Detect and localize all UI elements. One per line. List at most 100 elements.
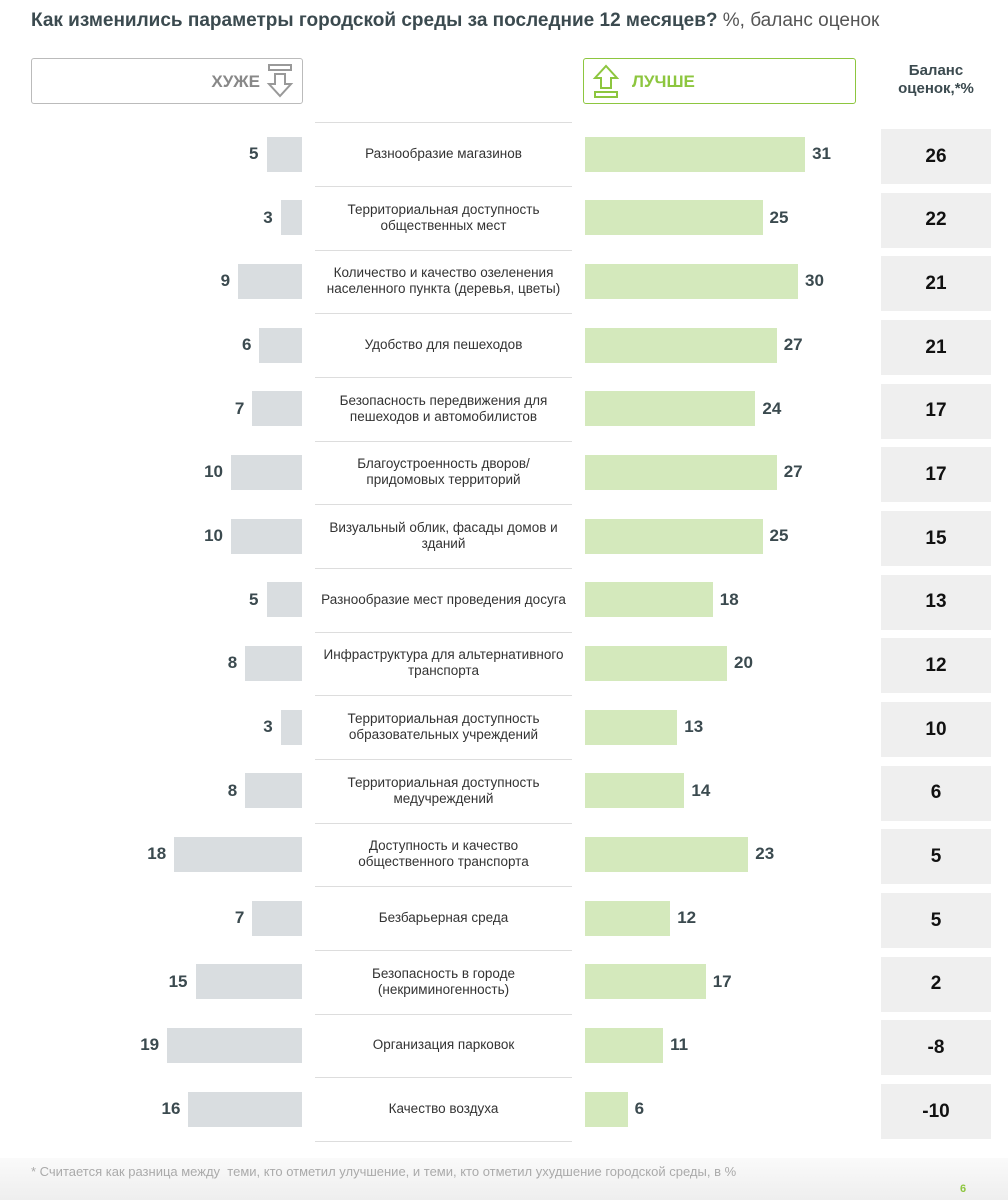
better-bar bbox=[585, 263, 798, 299]
better-bar bbox=[585, 582, 713, 618]
better-bar bbox=[585, 1027, 664, 1063]
worse-value-label: 19 bbox=[140, 1035, 160, 1055]
worse-value-label: 18 bbox=[147, 844, 167, 864]
row-separator bbox=[315, 631, 572, 633]
worse-value-label: 3 bbox=[263, 717, 273, 737]
category-label: Разнообразие мест проведения досуга bbox=[321, 591, 566, 607]
worse-value-label: 7 bbox=[234, 908, 245, 928]
legend-better: ЛУЧШЕ bbox=[632, 72, 695, 91]
worse-bar bbox=[252, 391, 302, 427]
better-value-label: 14 bbox=[691, 780, 711, 800]
title-line: Как изменились параметры городской среды… bbox=[31, 10, 879, 32]
worse-value-label: 9 bbox=[220, 271, 231, 291]
better-value-label: 27 bbox=[783, 462, 803, 482]
better-value-label: 17 bbox=[712, 971, 732, 991]
better-bar bbox=[585, 518, 763, 554]
row-separator bbox=[315, 758, 572, 760]
category-label: Качество воздуха bbox=[388, 1101, 499, 1117]
balance-value: 26 bbox=[881, 129, 991, 184]
better-header: ЛУЧШЕ bbox=[583, 58, 856, 104]
row-separator bbox=[315, 440, 572, 442]
footnote: * Считается как разница между теми, кто … bbox=[31, 1164, 737, 1179]
better-bar bbox=[585, 200, 763, 236]
better-bar bbox=[585, 773, 685, 809]
worse-bar bbox=[231, 454, 302, 490]
better-value-label: 23 bbox=[755, 844, 775, 864]
balance-value: -8 bbox=[881, 1020, 991, 1076]
better-value-label: 20 bbox=[734, 653, 753, 673]
row-separator bbox=[315, 504, 572, 506]
balance-value: 17 bbox=[881, 383, 991, 439]
worse-bar bbox=[167, 1027, 302, 1063]
row-separator bbox=[315, 249, 572, 251]
worse-bar bbox=[252, 900, 302, 936]
better-bar bbox=[585, 1091, 628, 1127]
worse-header: ХУЖЕ bbox=[31, 58, 303, 104]
row-separator bbox=[315, 822, 572, 824]
worse-value-label: 15 bbox=[168, 971, 188, 991]
row-separator bbox=[315, 695, 572, 697]
category-label: Доступность и качество общественного тра… bbox=[358, 838, 529, 870]
worse-bar bbox=[266, 582, 302, 618]
better-value-label: 25 bbox=[769, 526, 789, 546]
better-bar bbox=[585, 964, 706, 1000]
category-label: Безбарьерная среда bbox=[378, 910, 509, 926]
worse-value-label: 8 bbox=[227, 780, 238, 800]
category-label: Благоустроенность дворов/придомовых терр… bbox=[357, 456, 530, 488]
worse-bar bbox=[266, 136, 302, 172]
row-separator bbox=[315, 949, 572, 951]
balance-value: 15 bbox=[881, 511, 991, 567]
row-separator bbox=[315, 567, 572, 569]
category-label: Удобство для пешеходов bbox=[364, 337, 523, 352]
worse-value-label: 6 bbox=[241, 335, 252, 354]
better-value-label: 24 bbox=[762, 398, 782, 418]
better-value-label: 12 bbox=[677, 908, 697, 928]
balance-value: 21 bbox=[881, 256, 991, 312]
row-separator bbox=[315, 376, 572, 378]
category-label: Территориальная доступность медучреждени… bbox=[347, 774, 540, 806]
balance-value: 10 bbox=[881, 702, 991, 758]
category-label: Визуальный облик, фасады домов и зданий bbox=[329, 520, 558, 551]
worse-value-label: 8 bbox=[227, 653, 238, 673]
balance-value: -10 bbox=[881, 1084, 991, 1140]
better-value-label: 30 bbox=[805, 271, 824, 291]
balance-value: 2 bbox=[881, 956, 991, 1012]
up-arrow-icon bbox=[592, 64, 620, 98]
better-value-label: 31 bbox=[812, 144, 832, 163]
page-number: 6 bbox=[960, 1183, 967, 1195]
balance-value: 6 bbox=[881, 765, 991, 821]
category-label: Инфраструктура для альтернативного транс… bbox=[323, 647, 564, 679]
chart-title: Как изменились параметры городской среды… bbox=[31, 10, 718, 31]
better-bar bbox=[585, 900, 671, 936]
category-label: Разнообразие магазинов bbox=[365, 145, 522, 161]
category-label: Безопасность передвижения для пешеходов … bbox=[339, 392, 548, 424]
better-value-label: 18 bbox=[719, 589, 739, 609]
footer-band bbox=[0, 1158, 1008, 1200]
down-arrow-icon bbox=[266, 64, 294, 98]
better-bar bbox=[585, 709, 678, 745]
category-label: Территориальная доступность образователь… bbox=[347, 711, 540, 743]
balance-value: 5 bbox=[881, 829, 991, 885]
row-separator bbox=[315, 1077, 572, 1079]
better-bar bbox=[585, 391, 756, 427]
row-separator bbox=[315, 313, 572, 315]
better-value-label: 27 bbox=[783, 335, 803, 354]
better-value-label: 6 bbox=[634, 1099, 645, 1119]
category-label: Организация парковок bbox=[372, 1037, 515, 1053]
worse-bar bbox=[280, 200, 302, 236]
better-value-label: 25 bbox=[769, 207, 789, 227]
category-label: Безопасность в городе (некриминогенность… bbox=[371, 965, 516, 997]
better-bar bbox=[585, 645, 727, 681]
worse-value-label: 7 bbox=[234, 398, 245, 418]
worse-value-label: 5 bbox=[249, 144, 259, 163]
better-value-label: 11 bbox=[670, 1035, 689, 1055]
worse-bar bbox=[245, 773, 302, 809]
balance-value: 17 bbox=[881, 447, 991, 503]
row-separator bbox=[315, 185, 572, 187]
balance-header: Баланс оценок,*% bbox=[898, 62, 974, 97]
worse-bar bbox=[245, 645, 302, 681]
balance-value: 12 bbox=[881, 638, 991, 694]
worse-value-label: 10 bbox=[204, 526, 223, 546]
balance-value: 13 bbox=[881, 574, 991, 630]
worse-bar bbox=[259, 327, 302, 363]
